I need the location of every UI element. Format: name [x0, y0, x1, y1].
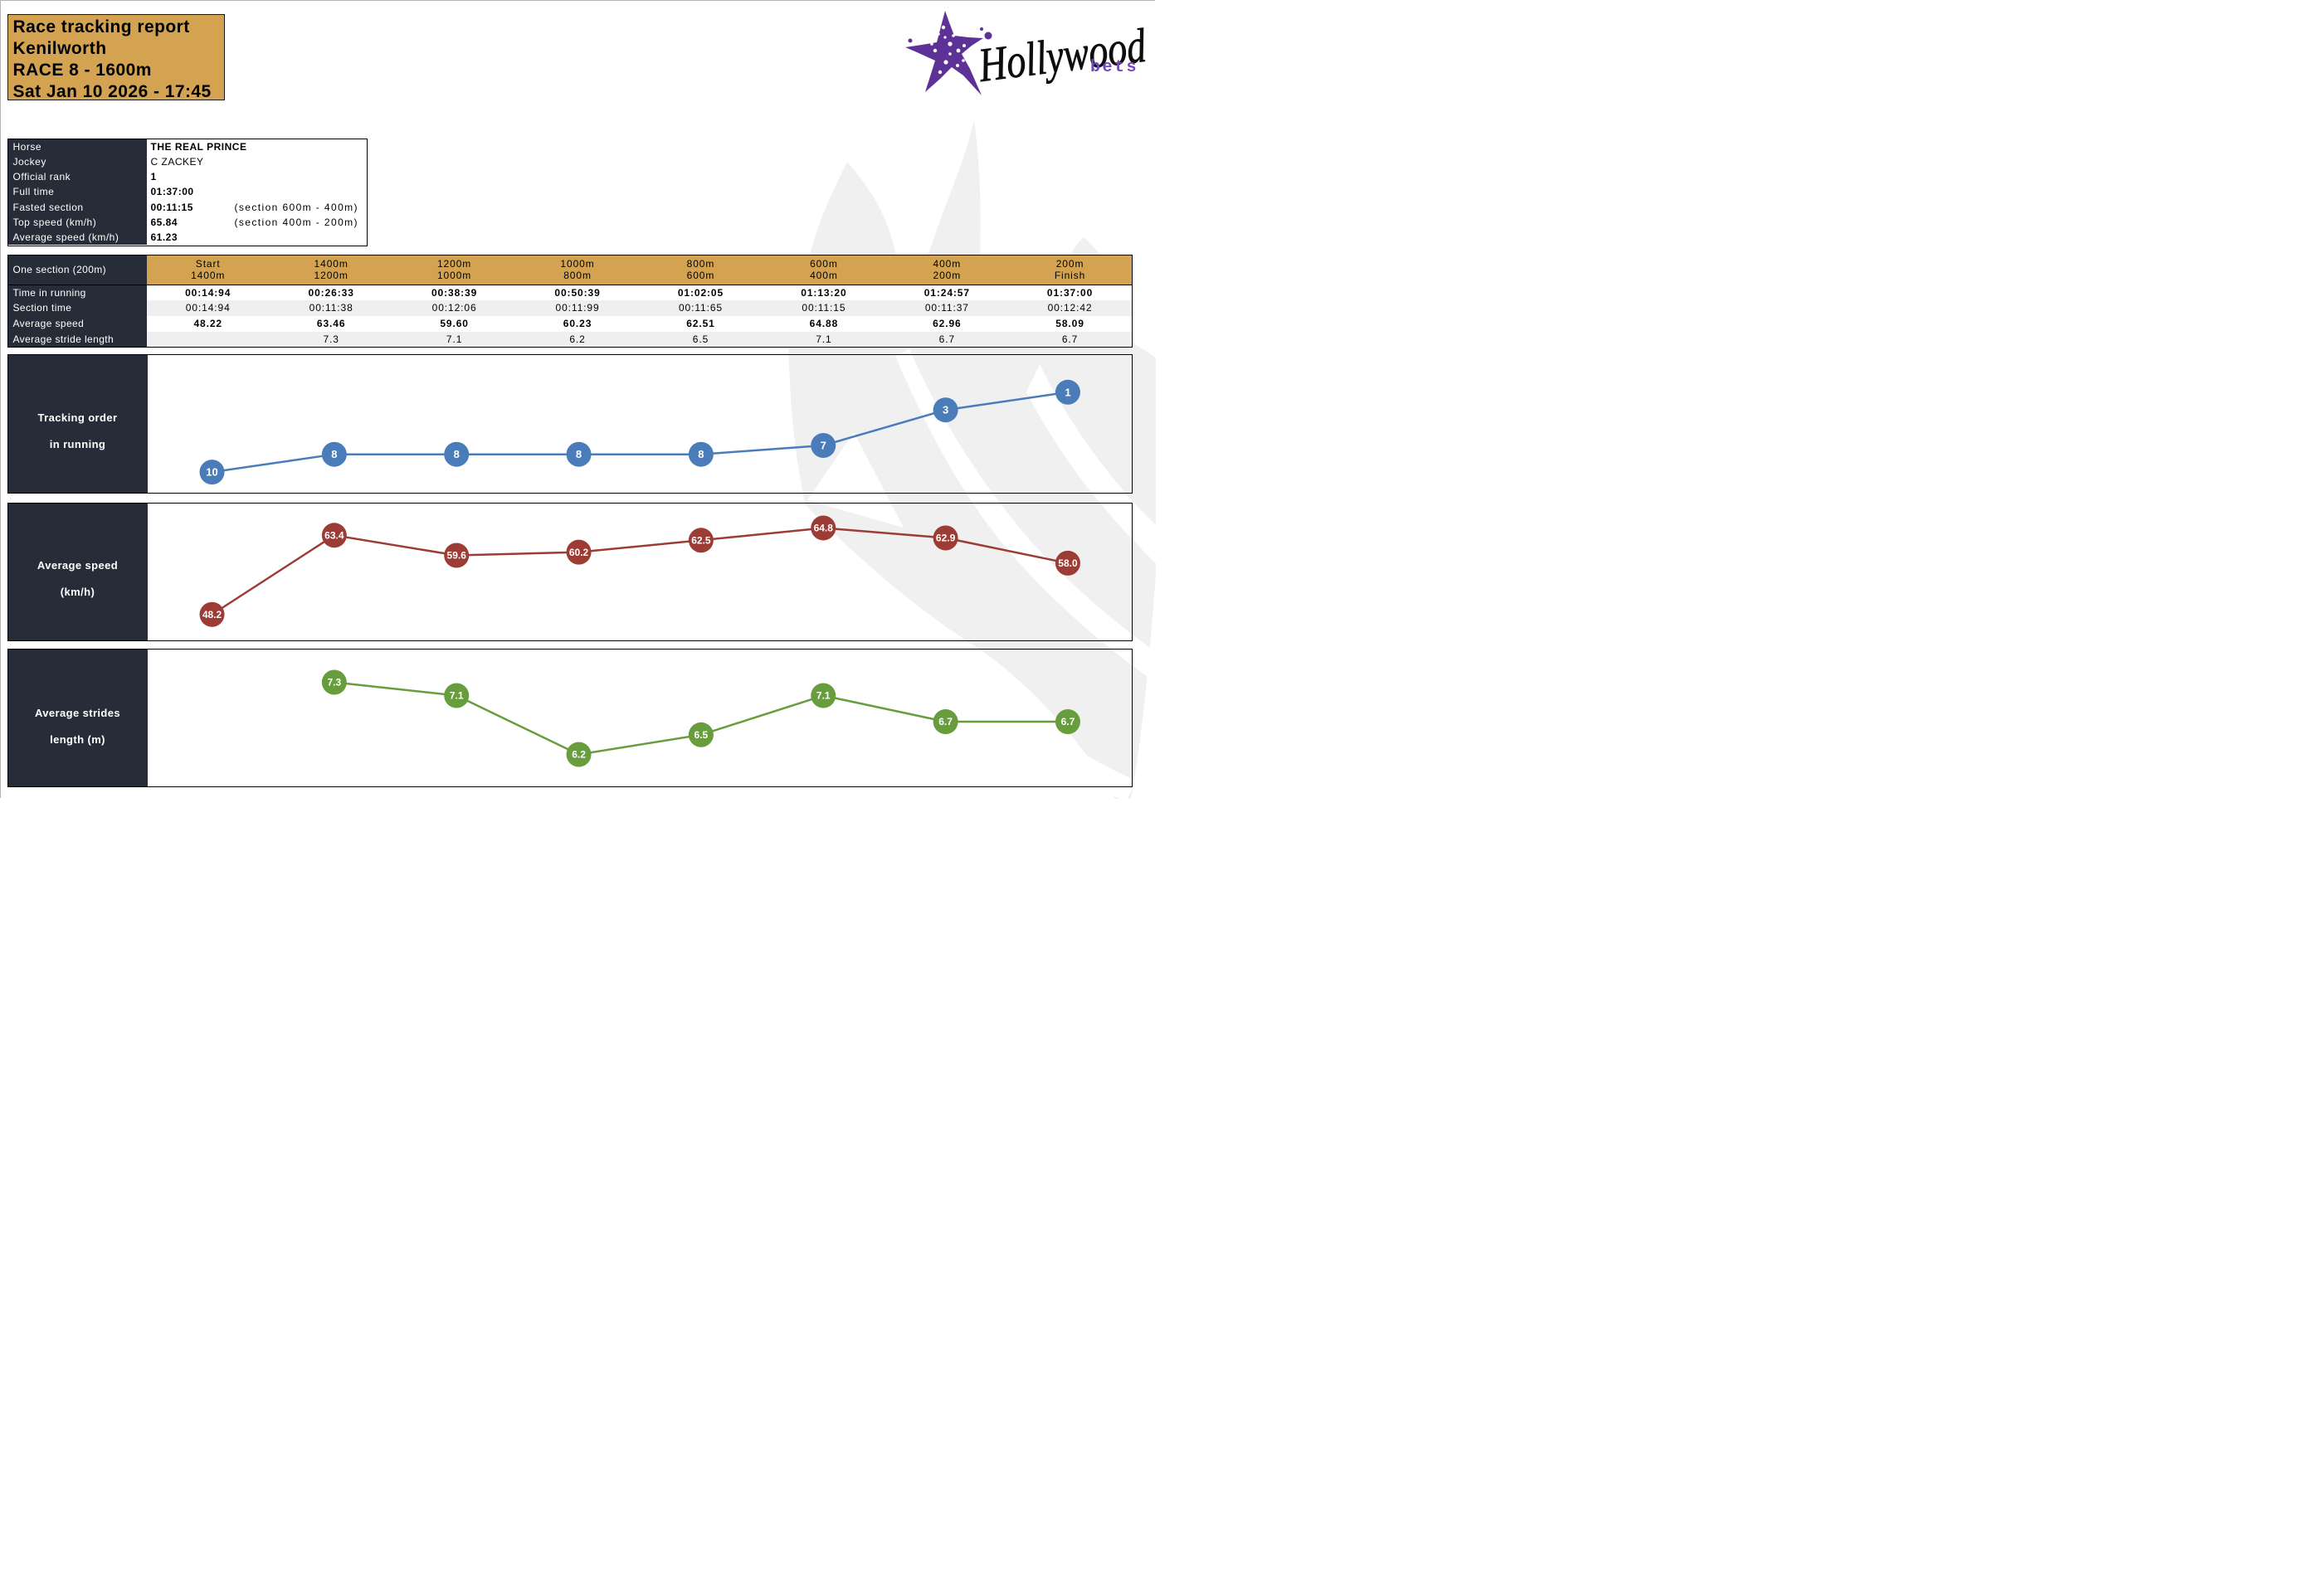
svg-text:6.7: 6.7: [1060, 716, 1075, 727]
svg-text:6.2: 6.2: [572, 748, 586, 760]
svg-text:62.5: 62.5: [691, 535, 711, 547]
svg-text:1: 1: [1065, 386, 1070, 398]
svg-text:6.7: 6.7: [938, 716, 953, 727]
svg-text:7: 7: [820, 439, 826, 451]
svg-text:Hollywood: Hollywood: [975, 18, 1149, 92]
svg-text:7.3: 7.3: [327, 676, 341, 688]
svg-text:60.2: 60.2: [568, 547, 588, 558]
svg-text:48.2: 48.2: [202, 609, 222, 620]
svg-text:8: 8: [575, 448, 581, 460]
svg-text:62.9: 62.9: [935, 533, 955, 544]
svg-text:8: 8: [698, 448, 704, 460]
svg-text:bets: bets: [1090, 58, 1138, 77]
svg-text:3: 3: [942, 403, 948, 416]
svg-text:63.4: 63.4: [324, 530, 344, 542]
svg-text:7.1: 7.1: [816, 689, 830, 701]
svg-text:10: 10: [206, 465, 217, 478]
svg-text:58.0: 58.0: [1058, 557, 1078, 569]
svg-text:8: 8: [331, 448, 337, 460]
svg-text:8: 8: [453, 448, 459, 460]
svg-text:6.5: 6.5: [694, 729, 708, 741]
svg-text:7.1: 7.1: [449, 689, 463, 701]
svg-text:64.8: 64.8: [813, 523, 833, 534]
svg-text:59.6: 59.6: [446, 550, 466, 562]
